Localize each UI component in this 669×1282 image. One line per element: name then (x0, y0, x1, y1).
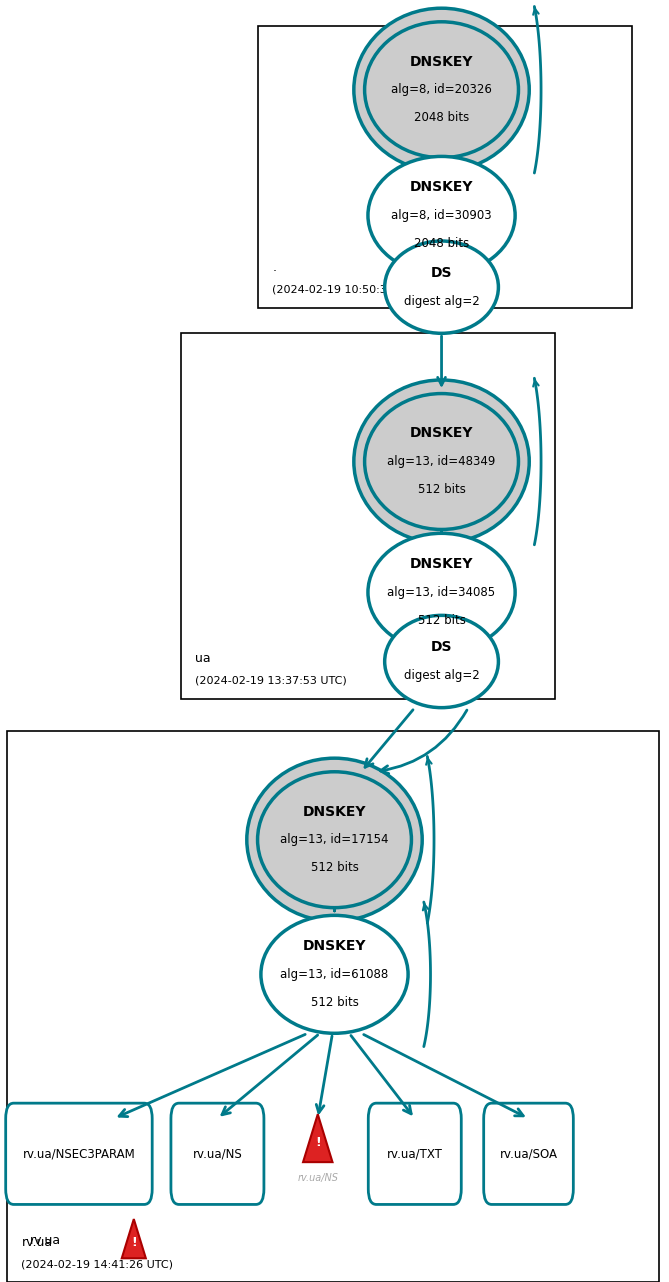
Text: digest alg=2: digest alg=2 (403, 295, 480, 308)
Ellipse shape (365, 394, 518, 529)
Text: alg=13, id=48349: alg=13, id=48349 (387, 455, 496, 468)
Text: 2048 bits: 2048 bits (414, 237, 469, 250)
Polygon shape (122, 1219, 146, 1259)
Text: DNSKEY: DNSKEY (410, 181, 473, 194)
Text: DNSKEY: DNSKEY (410, 55, 473, 68)
FancyBboxPatch shape (5, 1103, 153, 1205)
Text: DNSKEY: DNSKEY (410, 427, 473, 440)
Ellipse shape (261, 915, 408, 1033)
Text: 512 bits: 512 bits (417, 614, 466, 627)
FancyBboxPatch shape (484, 1103, 573, 1205)
Text: rv.ua/NSEC3PARAM: rv.ua/NSEC3PARAM (23, 1147, 135, 1160)
Text: DNSKEY: DNSKEY (410, 558, 473, 570)
FancyBboxPatch shape (368, 1103, 462, 1205)
Ellipse shape (368, 156, 515, 274)
Text: rv.ua/NS: rv.ua/NS (193, 1147, 242, 1160)
Text: 512 bits: 512 bits (417, 483, 466, 496)
Text: (2024-02-19 10:50:39 UTC): (2024-02-19 10:50:39 UTC) (272, 285, 424, 295)
Text: 512 bits: 512 bits (310, 862, 359, 874)
Text: alg=13, id=61088: alg=13, id=61088 (280, 968, 389, 981)
Text: digest alg=2: digest alg=2 (403, 669, 480, 682)
Text: rv.ua: rv.ua (21, 1236, 53, 1249)
Polygon shape (303, 1114, 332, 1161)
Text: 2048 bits: 2048 bits (414, 112, 469, 124)
Text: rv.ua/NS: rv.ua/NS (297, 1173, 339, 1183)
Text: !: ! (131, 1236, 136, 1249)
Text: DNSKEY: DNSKEY (303, 940, 366, 953)
Text: alg=8, id=20326: alg=8, id=20326 (391, 83, 492, 96)
Text: !: ! (315, 1136, 320, 1149)
Ellipse shape (365, 22, 518, 158)
Text: DS: DS (431, 267, 452, 279)
Ellipse shape (354, 379, 529, 544)
Ellipse shape (385, 241, 498, 333)
Text: ua: ua (195, 653, 211, 665)
FancyBboxPatch shape (171, 1103, 264, 1205)
Text: DS: DS (431, 641, 452, 654)
Ellipse shape (368, 533, 515, 651)
Text: (2024-02-19 14:41:26 UTC): (2024-02-19 14:41:26 UTC) (21, 1259, 173, 1269)
Text: 512 bits: 512 bits (310, 996, 359, 1009)
Text: DNSKEY: DNSKEY (303, 805, 366, 818)
Ellipse shape (258, 772, 411, 908)
Text: alg=13, id=34085: alg=13, id=34085 (387, 586, 496, 599)
Ellipse shape (354, 8, 529, 172)
Text: rv.ua/TXT: rv.ua/TXT (387, 1147, 443, 1160)
Text: .: . (272, 262, 276, 274)
Text: alg=13, id=17154: alg=13, id=17154 (280, 833, 389, 846)
Text: rv.ua: rv.ua (30, 1235, 62, 1247)
Text: rv.ua/SOA: rv.ua/SOA (500, 1147, 557, 1160)
Ellipse shape (247, 758, 422, 922)
Ellipse shape (385, 615, 498, 708)
Text: (2024-02-19 13:37:53 UTC): (2024-02-19 13:37:53 UTC) (195, 676, 347, 686)
Text: alg=8, id=30903: alg=8, id=30903 (391, 209, 492, 222)
